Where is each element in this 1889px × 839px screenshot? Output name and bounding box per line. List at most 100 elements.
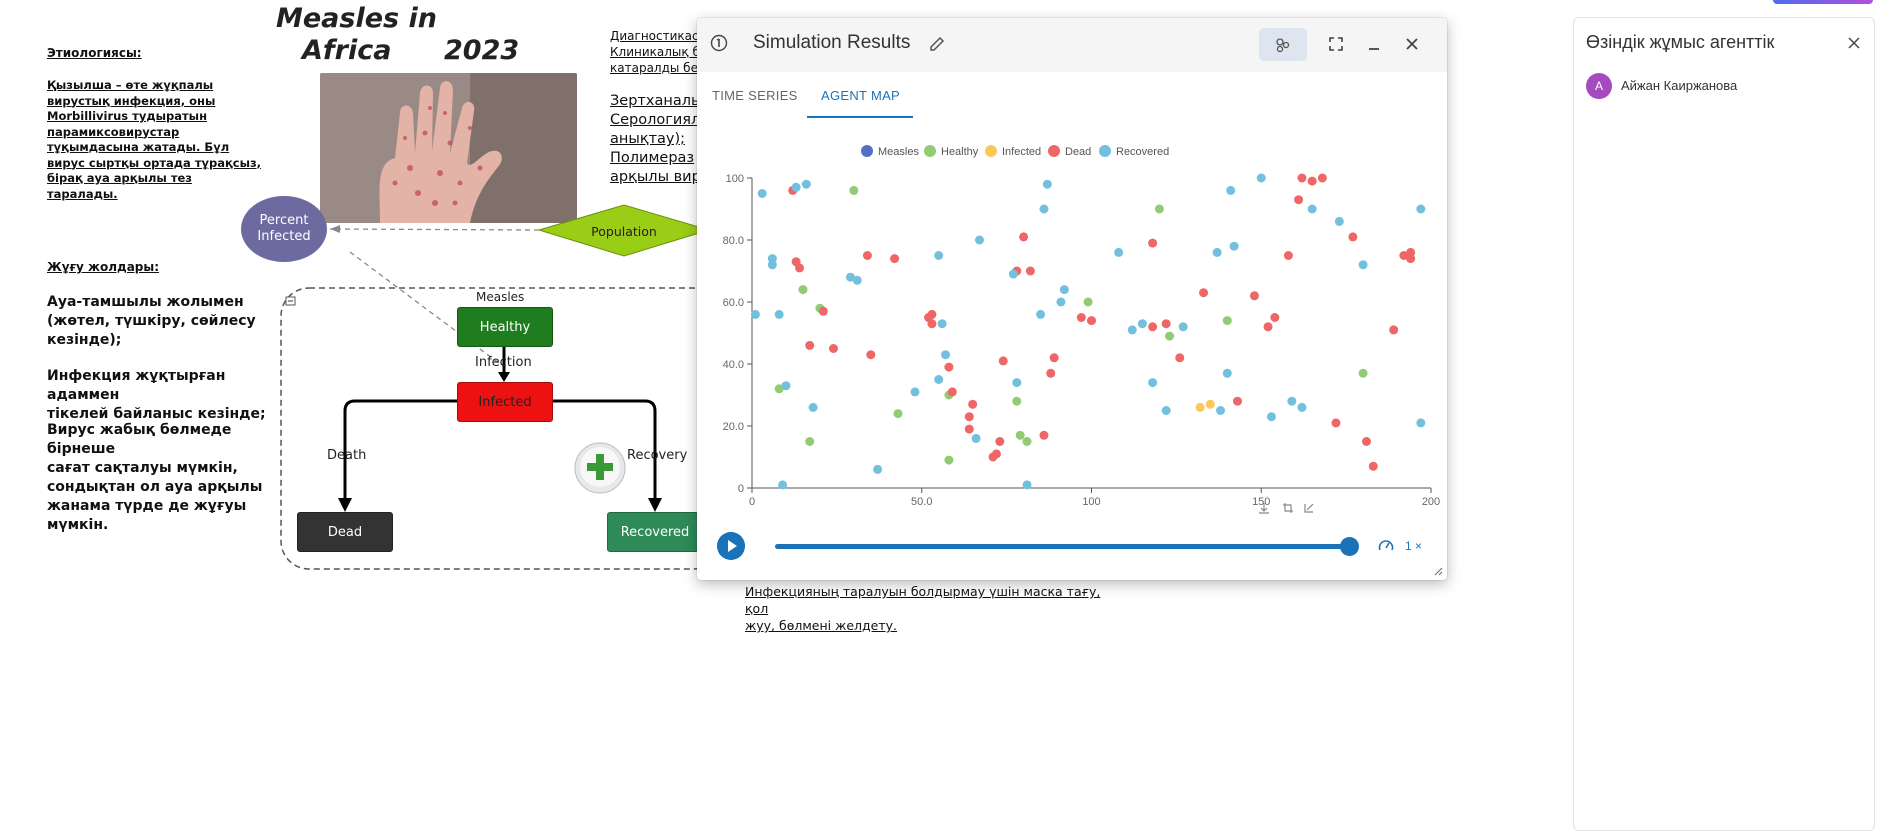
data-point	[774, 309, 784, 319]
agent-map-chart[interactable]: 0 20.0 40.0 60.0 80.0 100 0 50.0 100 150 200 Measle…	[697, 126, 1447, 526]
diagnostics-line: Клиникалық б	[610, 45, 700, 59]
data-point	[1012, 396, 1022, 406]
time-slider-track[interactable]	[775, 544, 1349, 549]
data-point	[1019, 232, 1029, 242]
data-point	[964, 412, 974, 422]
legend-marker	[985, 145, 997, 157]
transmission-line: мүмкін.	[47, 517, 109, 533]
data-point	[1416, 418, 1426, 428]
data-point	[1399, 251, 1409, 260]
y-tick-label: 100	[726, 173, 744, 185]
data-point	[862, 251, 872, 260]
data-point	[1127, 325, 1137, 335]
y-tick-label: 60.0	[723, 297, 744, 309]
agent-panel-title: Өзіндік жұмыс агенттік	[1586, 32, 1775, 52]
percent-infected-node[interactable]: Percent Infected	[241, 196, 327, 262]
reset-zoom-icon[interactable]	[1304, 503, 1314, 513]
transmission-line: (жөтел, түшкіру, сөйлесу	[47, 313, 256, 329]
data-point	[890, 254, 900, 264]
y-tick-label: 0	[738, 483, 744, 495]
data-point	[805, 437, 815, 446]
legend-marker	[1048, 145, 1060, 157]
speed-icon[interactable]	[1377, 537, 1395, 555]
download-icon[interactable]	[1259, 503, 1269, 514]
user-avatar[interactable]: А	[1586, 73, 1612, 99]
data-point	[1416, 204, 1426, 214]
data-point	[1331, 418, 1341, 428]
measles-hand-photo[interactable]	[320, 73, 577, 223]
close-icon[interactable]	[1846, 35, 1862, 51]
data-point	[974, 235, 984, 245]
data-point	[1249, 291, 1259, 301]
data-point	[937, 319, 947, 329]
edit-icon[interactable]	[928, 35, 946, 53]
recovery-flow-label[interactable]: Recovery	[627, 448, 688, 463]
tab-time-series[interactable]: TIME SERIES	[712, 88, 798, 103]
data-point	[1270, 313, 1280, 322]
prevention-line: Инфекцияның таралуын болдырмау үшін маск…	[745, 584, 1101, 616]
data-point	[1012, 378, 1022, 388]
legend-label: Recovered	[1116, 146, 1169, 158]
dead-node[interactable]: Dead	[297, 512, 393, 552]
data-point	[1222, 368, 1232, 378]
etiology-line: бірақ ауа арқылы тез	[47, 171, 192, 185]
top-accent-bar	[1773, 0, 1873, 4]
add-plus-icon[interactable]	[573, 441, 627, 495]
data-point	[1297, 173, 1307, 183]
tab-agent-map[interactable]: AGENT MAP	[821, 88, 901, 103]
diagnostics-text: Диагностикас Клиникалық б катаралды бе	[610, 28, 700, 76]
measles-title-line2: Africa	[302, 35, 392, 66]
lab-diagnostics-line: Полимераз	[610, 150, 695, 166]
recovered-node[interactable]: Recovered	[607, 512, 703, 552]
data-point	[1148, 378, 1158, 388]
agent-network-button[interactable]	[1259, 28, 1307, 61]
close-icon[interactable]	[1402, 34, 1422, 54]
population-node[interactable]: Population	[591, 223, 657, 239]
resize-handle[interactable]	[1433, 566, 1443, 576]
data-point	[1049, 353, 1059, 363]
speed-label[interactable]: 1 ×	[1405, 539, 1423, 553]
prevention-line: жуу, бөлмені желдету.	[745, 618, 898, 633]
data-point	[798, 285, 808, 295]
user-name[interactable]: Айжан Каиржанова	[1621, 78, 1738, 93]
info-icon[interactable]	[710, 34, 728, 52]
data-point	[1205, 399, 1215, 409]
minimize-icon[interactable]	[1364, 34, 1384, 54]
time-slider-thumb[interactable]	[1340, 537, 1359, 556]
transmission-line: тікелей байланыс кезінде;	[47, 406, 266, 422]
measles-title: Measles in	[276, 3, 437, 34]
death-flow-label[interactable]: Death	[327, 448, 367, 463]
play-button[interactable]	[717, 532, 745, 560]
data-point	[1083, 297, 1093, 307]
data-point	[1212, 247, 1222, 257]
death-flow-arrow	[343, 399, 457, 505]
data-point	[795, 263, 805, 273]
transmission-line: сондықтан ол ауа арқылы	[47, 479, 263, 495]
data-point	[791, 182, 801, 192]
data-point	[1297, 402, 1307, 412]
data-point	[1175, 353, 1185, 363]
simulation-header[interactable]: Simulation Results	[697, 18, 1447, 72]
etiology-line: парамиксовирустар	[47, 124, 180, 139]
etiology-line: вирус сыртқы ортада тұрақсыз,	[47, 155, 262, 170]
data-point	[757, 189, 767, 198]
data-point	[1358, 260, 1368, 270]
simulation-title: Simulation Results	[753, 32, 911, 53]
data-point	[845, 272, 855, 282]
agent-panel: Өзіндік жұмыс агенттік А Айжан Каиржанов…	[1573, 17, 1875, 831]
infected-node[interactable]: Infected	[457, 382, 553, 422]
data-point	[1022, 480, 1032, 490]
legend-marker	[1099, 145, 1111, 157]
simulation-results-window[interactable]: Simulation Results TIME SERIES AGENT MAP…	[697, 18, 1447, 580]
infection-flow-label[interactable]: Infection	[475, 355, 532, 370]
data-point	[1287, 396, 1297, 406]
legend-label: Healthy	[941, 146, 979, 158]
crop-icon[interactable]	[1283, 503, 1293, 513]
expand-icon[interactable]	[1326, 34, 1346, 54]
data-point	[947, 387, 957, 397]
x-tick-label: 0	[749, 496, 755, 508]
recovery-flow-arrow	[551, 399, 657, 505]
transmission-line: Ауа-тамшылы жолымен	[47, 294, 244, 310]
healthy-node[interactable]: Healthy	[457, 307, 553, 347]
data-point	[964, 424, 974, 434]
